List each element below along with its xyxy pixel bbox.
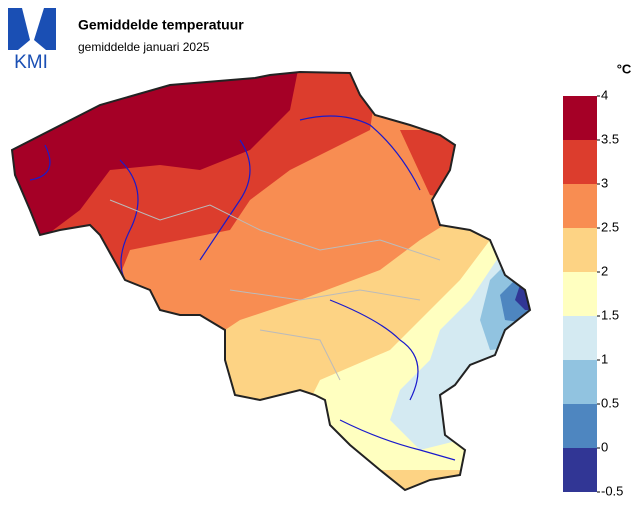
colorbar-bin [563, 360, 597, 404]
colorbar-tick-label: 3 [601, 175, 608, 190]
colorbar-bin [563, 140, 597, 184]
colorbar-tick-label: 2 [601, 263, 608, 278]
colorbar-bin [563, 272, 597, 316]
colorbar-bin [563, 96, 597, 140]
colorbar-bin [563, 448, 597, 492]
logo-text: KMI [14, 52, 48, 73]
colorbar-tick-label: 4 [601, 87, 608, 102]
colorbar: 4 3.5 3 2.5 2 1.5 1 0.5 0 -0.5 [563, 87, 623, 498]
map [12, 72, 530, 490]
colorbar-tick-label: 0.5 [601, 395, 619, 410]
legend-unit: °C [617, 61, 632, 76]
colorbar-tick-label: 1 [601, 351, 608, 366]
colorbar-tick-label: -0.5 [601, 483, 623, 498]
logo: KMI [8, 8, 56, 73]
subtitle: gemiddelde januari 2025 [78, 40, 210, 54]
colorbar-tick-label: 3.5 [601, 131, 619, 146]
colorbar-tick-label: 1.5 [601, 307, 619, 322]
colorbar-tick-label: 0 [601, 439, 608, 454]
colorbar-bin [563, 404, 597, 448]
title: Gemiddelde temperatuur [78, 17, 244, 33]
colorbar-bin [563, 316, 597, 360]
colorbar-bin [563, 228, 597, 272]
colorbar-tick-label: 2.5 [601, 219, 619, 234]
colorbar-bin [563, 184, 597, 228]
